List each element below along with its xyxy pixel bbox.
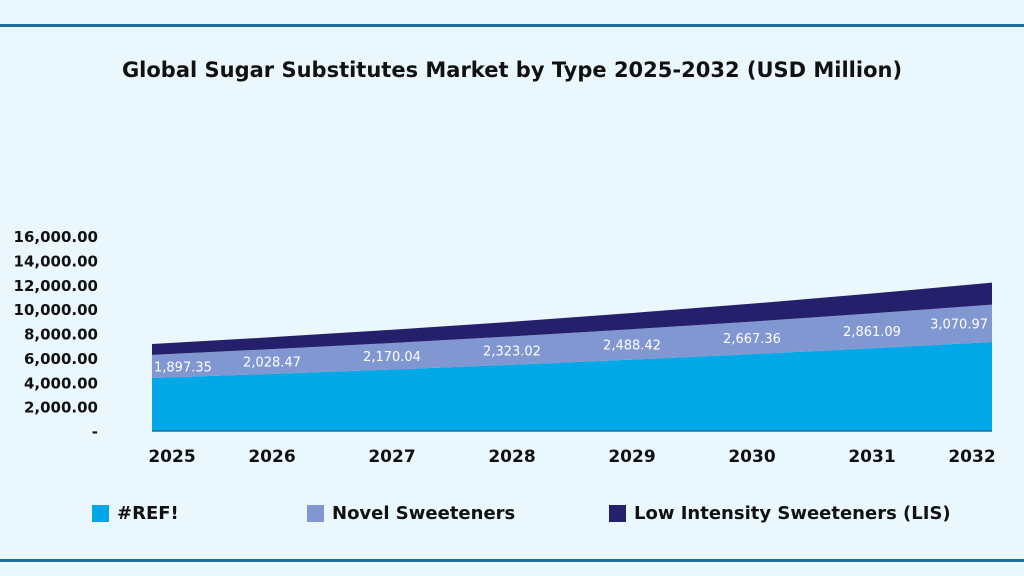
chart-title: Global Sugar Substitutes Market by Type … bbox=[121, 58, 903, 82]
x-tick-label: 2025 bbox=[148, 447, 195, 467]
y-tick-label: 14,000.00 bbox=[14, 252, 98, 270]
top-border bbox=[0, 24, 1024, 27]
x-tick-label: 2028 bbox=[488, 447, 535, 467]
data-label: 2,667.36 bbox=[723, 332, 781, 347]
y-tick-label: - bbox=[92, 423, 98, 441]
y-tick-label: 16,000.00 bbox=[14, 228, 98, 246]
data-label: 2,488.42 bbox=[603, 338, 661, 353]
area-ref bbox=[152, 342, 992, 431]
y-tick-label: 6,000.00 bbox=[24, 350, 98, 368]
bottom-border bbox=[0, 559, 1024, 562]
data-label: 2,323.02 bbox=[483, 345, 541, 360]
x-tick-label: 2032 bbox=[948, 447, 995, 467]
x-tick-label: 2027 bbox=[368, 447, 415, 467]
x-tick-label: 2030 bbox=[728, 447, 775, 467]
legend-item-novel-sweeteners: Novel Sweeteners bbox=[307, 503, 515, 524]
area-low-intensity-sweeteners-lis bbox=[152, 282, 992, 355]
data-label: 3,070.97 bbox=[930, 317, 988, 332]
legend-label: Novel Sweeteners bbox=[332, 503, 516, 524]
y-tick-label: 4,000.00 bbox=[24, 374, 98, 392]
data-label: 2,861.09 bbox=[843, 325, 901, 340]
x-tick-label: 2026 bbox=[248, 447, 295, 467]
x-tick-label: 2029 bbox=[608, 447, 655, 467]
legend-item-lis: Low Intensity Sweeteners (LIS) bbox=[609, 503, 951, 524]
y-tick-label: 8,000.00 bbox=[24, 326, 98, 344]
data-label: 2,028.47 bbox=[243, 355, 301, 370]
data-label: 2,170.04 bbox=[363, 350, 421, 365]
legend: #REF! Novel Sweeteners Low Intensity Swe… bbox=[0, 503, 1024, 529]
data-label: 1,897.35 bbox=[154, 360, 212, 375]
legend-swatch bbox=[307, 505, 324, 522]
legend-item-ref: #REF! bbox=[92, 503, 179, 524]
y-tick-label: 12,000.00 bbox=[14, 277, 98, 295]
x-tick-label: 2031 bbox=[848, 447, 895, 467]
legend-label: Low Intensity Sweeteners (LIS) bbox=[634, 503, 951, 524]
y-tick-label: 2,000.00 bbox=[24, 399, 98, 417]
area-novel-sweeteners bbox=[152, 304, 992, 378]
legend-swatch bbox=[92, 505, 109, 522]
y-tick-label: 10,000.00 bbox=[14, 301, 98, 319]
legend-label: #REF! bbox=[117, 503, 179, 524]
legend-swatch bbox=[609, 505, 626, 522]
